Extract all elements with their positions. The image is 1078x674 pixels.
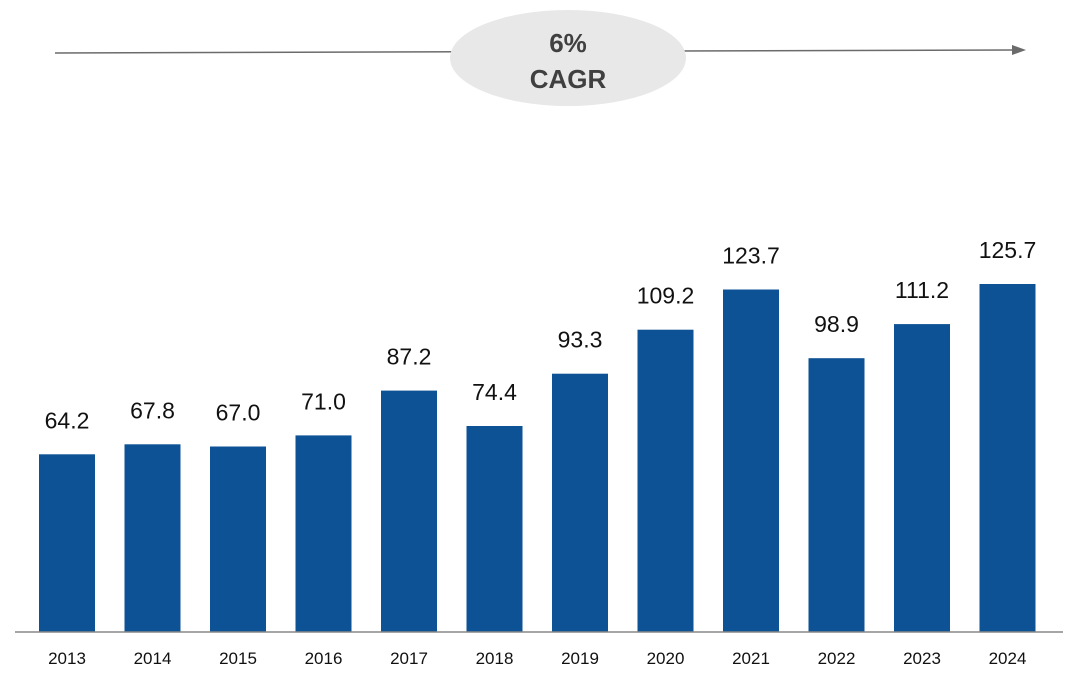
bar-2014 — [124, 444, 181, 632]
cagr-arrow-head — [1012, 45, 1026, 55]
value-label-2024: 125.7 — [979, 237, 1037, 263]
x-tick-2020: 2020 — [647, 649, 685, 668]
value-label-2014: 67.8 — [130, 397, 175, 423]
value-label-2015: 67.0 — [216, 400, 261, 426]
value-label-2018: 74.4 — [472, 379, 517, 405]
bar-2020 — [637, 329, 694, 632]
value-label-2022: 98.9 — [814, 311, 859, 337]
cagr-label: CAGR — [530, 64, 607, 94]
bar-2013 — [39, 454, 95, 632]
bar-2016 — [295, 435, 352, 632]
bar-2024 — [979, 284, 1036, 632]
value-label-2019: 93.3 — [558, 327, 603, 353]
bar-2015 — [210, 446, 266, 632]
cagr-annotation: 6% CAGR — [54, 10, 1026, 106]
value-label-2020: 109.2 — [637, 283, 695, 309]
bar-2022 — [808, 358, 865, 632]
x-tick-2022: 2022 — [818, 649, 856, 668]
bar-2017 — [381, 390, 437, 632]
bar-2019 — [552, 373, 608, 632]
x-tick-2021: 2021 — [732, 649, 770, 668]
x-tick-2018: 2018 — [476, 649, 514, 668]
value-label-2017: 87.2 — [387, 344, 432, 370]
value-labels: 64.2 67.8 67.0 71.0 87.2 74.4 93.3 109.2 123.7 98… — [45, 237, 1037, 433]
value-label-2013: 64.2 — [45, 407, 90, 433]
x-tick-2013: 2013 — [48, 649, 86, 668]
bar-2021 — [723, 289, 779, 632]
value-label-2016: 71.0 — [301, 388, 346, 414]
value-label-2023: 111.2 — [895, 277, 949, 303]
x-tick-2024: 2024 — [989, 649, 1027, 668]
x-tick-2016: 2016 — [305, 649, 343, 668]
cagr-value: 6% — [549, 28, 587, 58]
bar-series — [39, 284, 1036, 632]
x-tick-2019: 2019 — [561, 649, 599, 668]
bar-2018 — [466, 426, 523, 632]
bar-2023 — [894, 324, 950, 632]
x-tick-labels: 2013 2014 2015 2016 2017 2018 2019 2020 2021 2022… — [48, 649, 1026, 668]
x-tick-2017: 2017 — [390, 649, 428, 668]
value-label-2021: 123.7 — [722, 243, 780, 269]
x-tick-2014: 2014 — [134, 649, 172, 668]
x-tick-2015: 2015 — [219, 649, 257, 668]
x-tick-2023: 2023 — [903, 649, 941, 668]
cagr-ellipse — [450, 10, 686, 106]
